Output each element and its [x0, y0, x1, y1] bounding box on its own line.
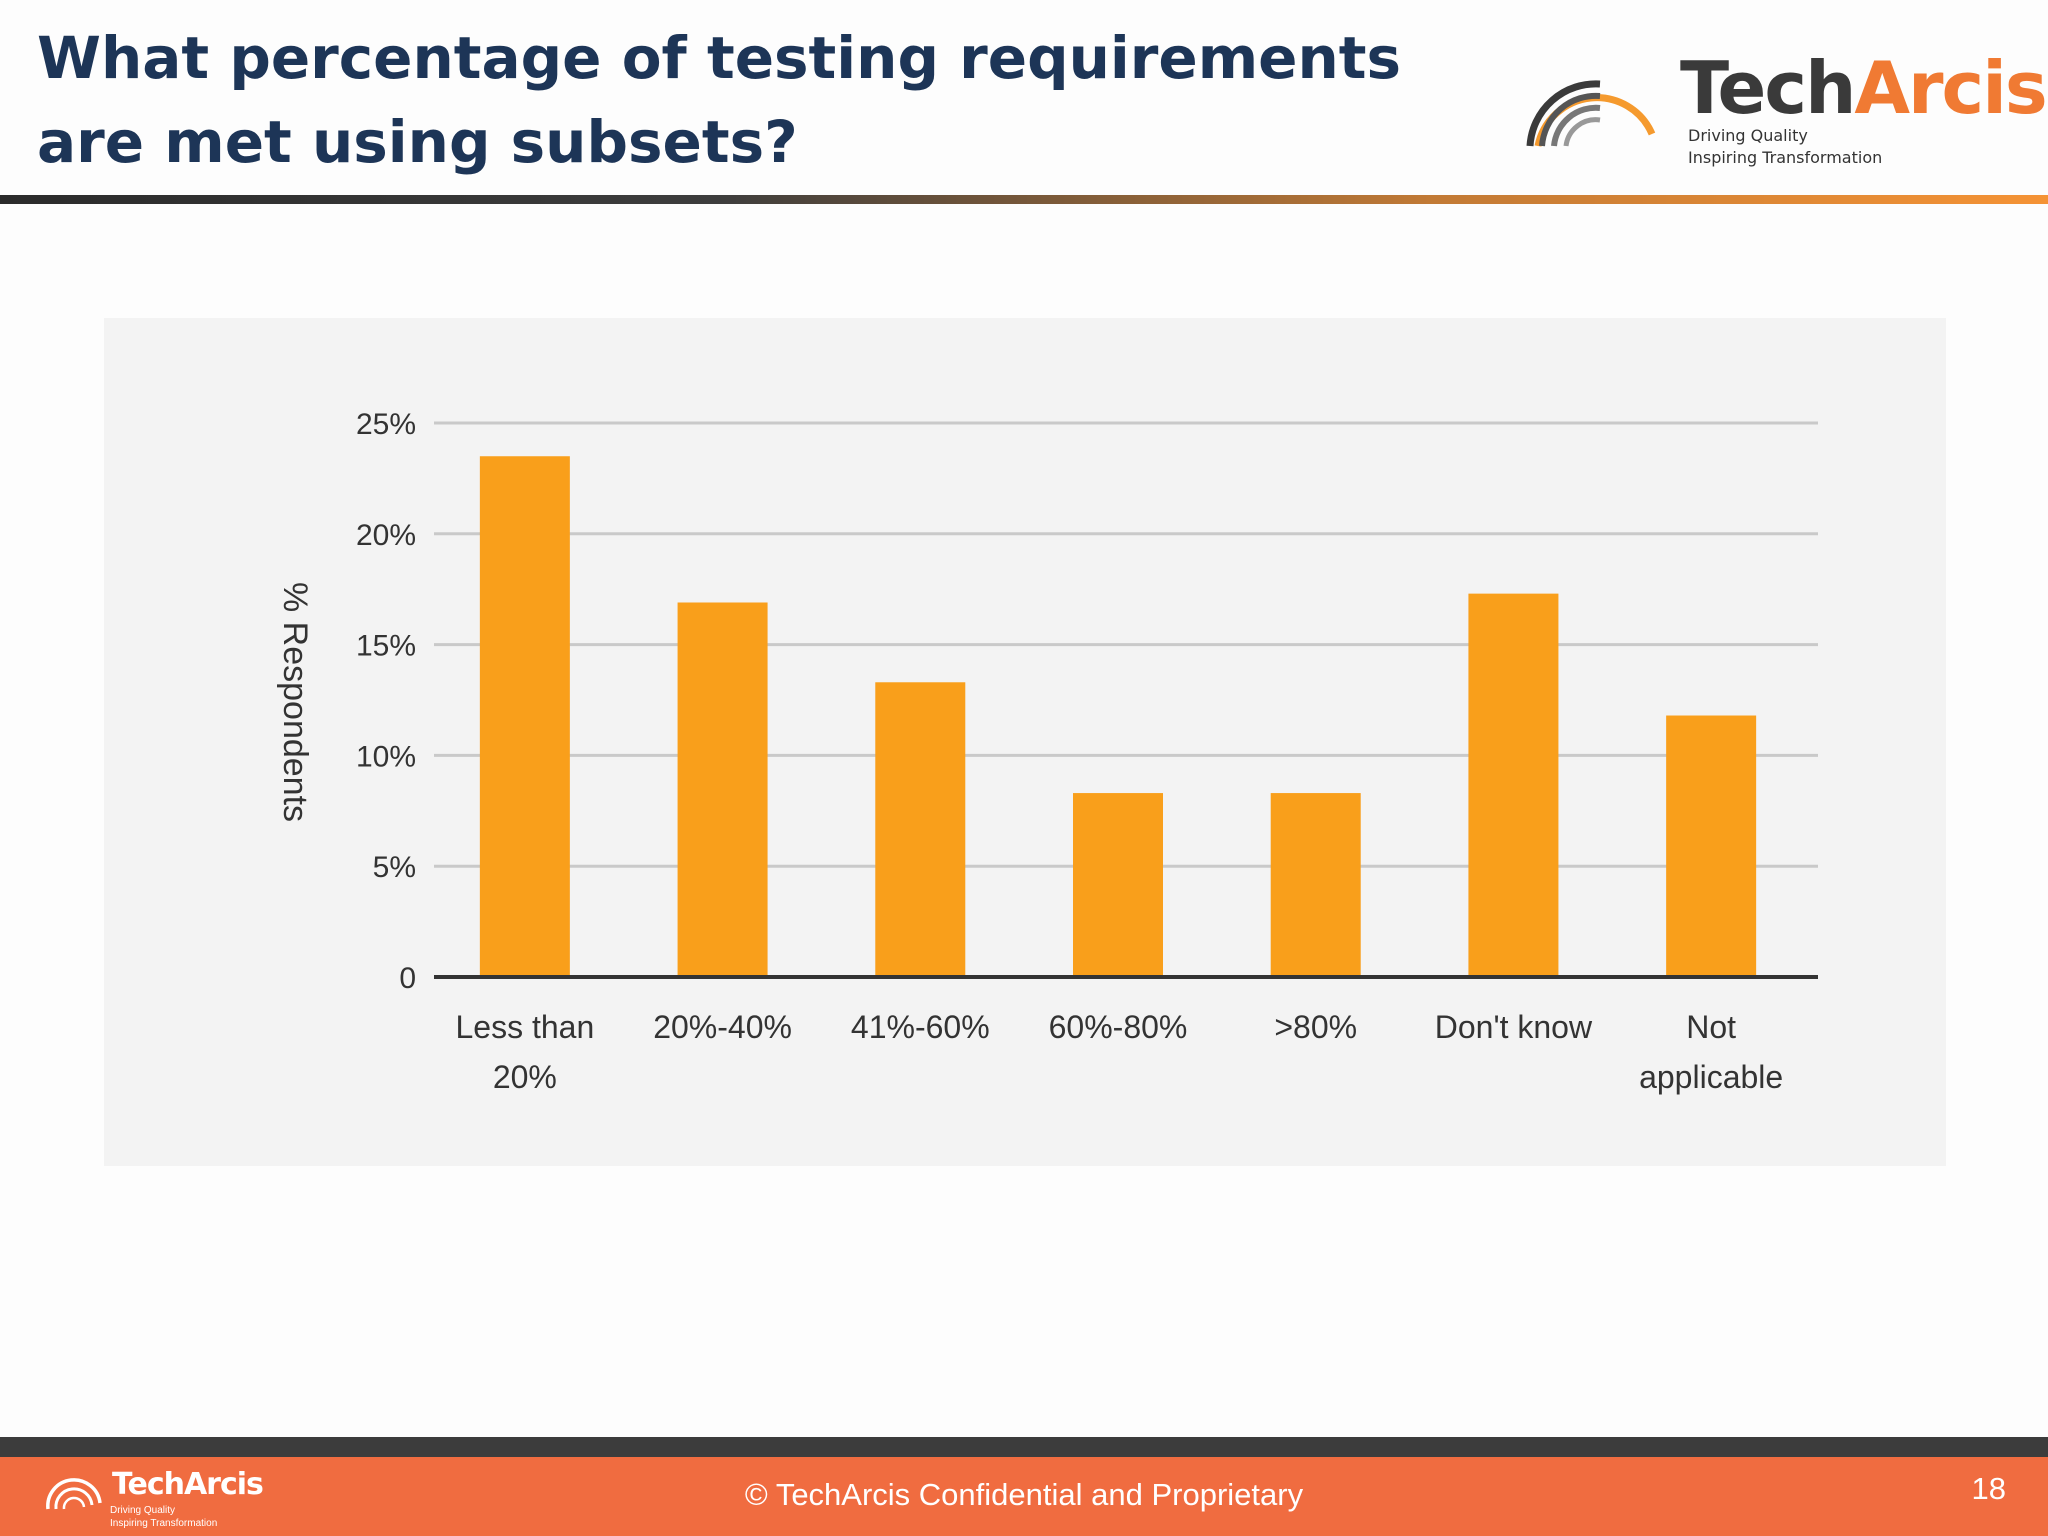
arc-logo-icon: [1526, 80, 1656, 147]
footer-logo-tagline-1: Driving Quality: [110, 1505, 176, 1516]
y-tick-label: 0: [399, 962, 416, 995]
x-tick-label: Not: [1686, 1009, 1736, 1045]
x-tick-label: >80%: [1274, 1009, 1357, 1045]
x-tick-label: 20%: [493, 1059, 557, 1095]
footer-arc-logo-icon: [46, 1478, 102, 1510]
logo-tagline-2: Inspiring Transformation: [1688, 148, 1883, 167]
footer-logo-tagline-2: Inspiring Transformation: [110, 1518, 218, 1529]
y-tick-label: 15%: [356, 630, 416, 663]
x-tick-label: 60%-80%: [1049, 1009, 1188, 1045]
x-tick-label: 41%-60%: [851, 1009, 990, 1045]
chart-panel: 0 5% 10% 15% 20% 25% Less than 20% 20%-40% 41%-60…: [104, 318, 1946, 1166]
copyright-text: © TechArcis Confidential and Proprietary: [744, 1477, 1304, 1512]
y-tick-label: 5%: [373, 851, 416, 884]
bar: [1468, 593, 1559, 977]
bar: [1073, 793, 1163, 977]
page-title: What percentage of testing requirements …: [37, 24, 1402, 176]
bar: [479, 456, 570, 977]
footer-logo-wordmark: TechArcis: [112, 1467, 264, 1502]
footer-logo: TechArcis Driving Quality Inspiring Tran…: [44, 1467, 304, 1531]
footer-band: [0, 1437, 2048, 1457]
bar: [1666, 715, 1757, 977]
logo-tagline-1: Driving Quality: [1688, 126, 1808, 145]
header-divider: [0, 195, 2048, 204]
x-tick-label: Don't know: [1435, 1009, 1593, 1045]
y-tick-label: 10%: [356, 740, 416, 773]
bar: [875, 682, 966, 977]
y-tick-label: 20%: [356, 519, 416, 552]
x-tick-label: 20%-40%: [653, 1009, 792, 1045]
bar: [1270, 793, 1361, 977]
logo-wordmark: TechArcis: [1680, 46, 2048, 130]
page-number: 18: [1971, 1471, 2006, 1506]
techarcis-logo: TechArcis Driving Quality Inspiring Tran…: [1524, 48, 2048, 178]
bar: [677, 602, 768, 977]
y-axis-label: % Respondents: [276, 582, 314, 822]
footer: TechArcis Driving Quality Inspiring Tran…: [0, 1457, 2048, 1536]
x-tick-label: applicable: [1639, 1059, 1783, 1095]
x-tick-label: Less than: [455, 1009, 594, 1045]
y-tick-label: 25%: [356, 408, 416, 441]
bar-chart: 0 5% 10% 15% 20% 25% Less than 20% 20%-40% 41%-60…: [276, 408, 1818, 1095]
